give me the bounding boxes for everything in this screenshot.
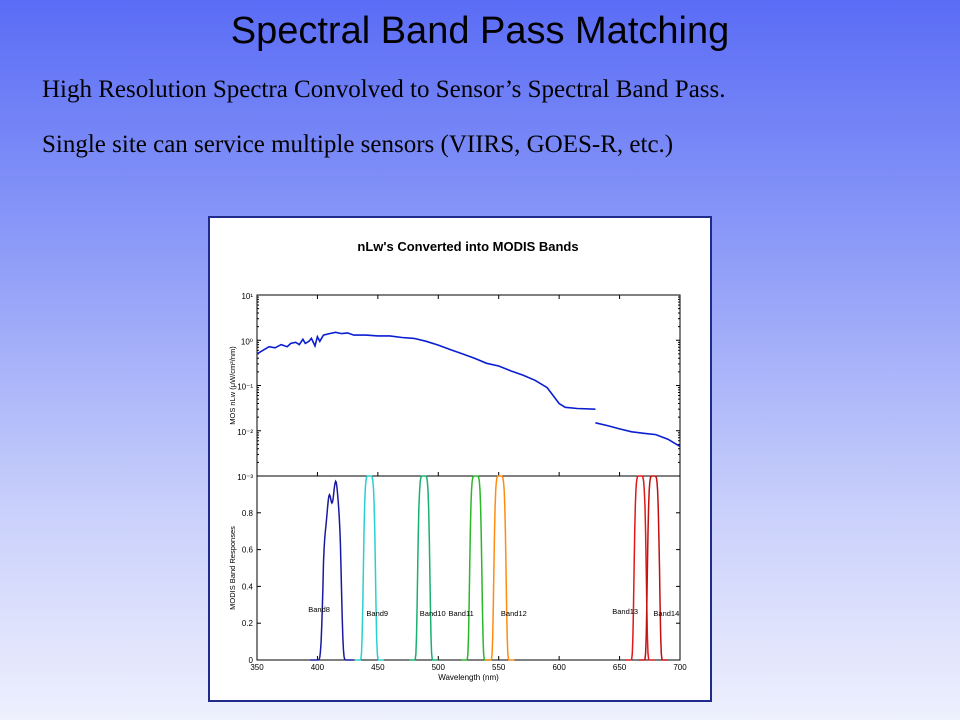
band-label: Band11	[448, 609, 473, 618]
top-y-tick-label: 10⁰	[241, 337, 253, 346]
band-label: Band12	[501, 609, 527, 618]
band-label: Band10	[420, 609, 446, 618]
bottom-plot-frame	[256, 475, 681, 661]
top-y-tick-label: 10¹	[241, 292, 253, 301]
bottom-y-tick-label: 0.6	[242, 546, 254, 555]
chart-title: nLw's Converted into MODIS Bands	[357, 239, 578, 254]
band-response-band9	[354, 475, 384, 661]
bottom-y-tick-label: 0	[249, 656, 254, 665]
bullet-2: Single site can service multiple sensors…	[42, 131, 674, 158]
x-tick-label: 600	[552, 663, 566, 672]
band-response-band11	[461, 475, 491, 661]
chart-svg: nLw's Converted into MODIS Bands 10⁻³ 10⁻…	[228, 239, 687, 682]
band-label: Band9	[366, 609, 388, 618]
top-y-axis-label: MOS nLw (μW/cm²/nm)	[228, 346, 237, 425]
x-tick-label: 400	[311, 663, 325, 672]
bullet-1: High Resolution Spectra Convolved to Sen…	[42, 76, 726, 103]
bottom-y-tick-label: 0.4	[242, 582, 254, 591]
band-response-band12	[485, 475, 515, 661]
top-y-tick-label: 10⁻¹	[237, 383, 253, 392]
band-response-band14	[638, 475, 668, 661]
chart-figure: nLw's Converted into MODIS Bands 10⁻³ 10⁻…	[208, 216, 712, 702]
top-y-tick-label: 10⁻²	[237, 428, 253, 437]
band-label: Band13	[612, 607, 638, 616]
nlw-spectrum-series-0-segment-0	[256, 331, 596, 410]
top-y-tick-label: 10⁻³	[237, 473, 253, 482]
x-axis-label: Wavelength (nm)	[438, 673, 499, 682]
band-label: Band14	[653, 609, 679, 618]
x-tick-label: 700	[673, 663, 687, 672]
slide-title: Spectral Band Pass Matching	[230, 10, 730, 52]
x-tick-label: 550	[492, 663, 506, 672]
x-tick-label: 650	[613, 663, 627, 672]
band-label: Band8	[308, 605, 330, 614]
bottom-y-tick-label: 0.8	[242, 509, 254, 518]
x-tick-label: 350	[250, 663, 264, 672]
top-plot-frame	[256, 294, 681, 477]
band-response-band10	[409, 475, 439, 661]
x-tick-label: 450	[371, 663, 385, 672]
bottom-y-tick-label: 0.2	[242, 619, 254, 628]
x-tick-label: 500	[432, 663, 446, 672]
bottom-y-axis-label: MODIS Band Responses	[228, 526, 237, 610]
band-response-band8	[310, 479, 354, 661]
band-response-band13	[625, 475, 655, 661]
nlw-spectrum-series-0-segment-1	[595, 422, 681, 448]
